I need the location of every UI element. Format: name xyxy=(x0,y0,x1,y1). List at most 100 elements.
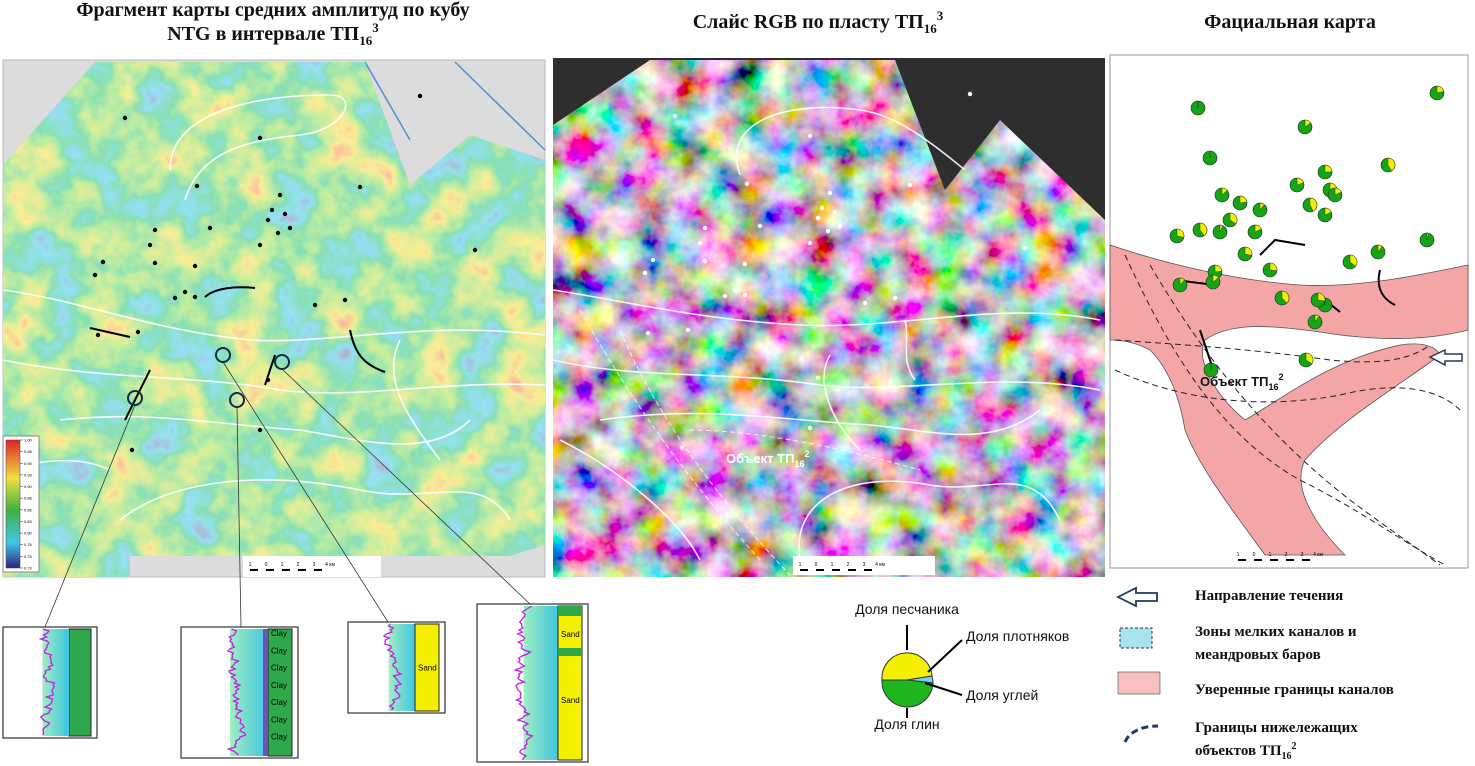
legend-text: Зоны мелких каналов и xyxy=(1195,624,1357,640)
label-text: Объект ТП xyxy=(726,451,794,466)
path-shape xyxy=(552,289,1101,327)
superscript: 2 xyxy=(804,449,809,459)
pie-label: Доля песчаника xyxy=(855,601,959,617)
well xyxy=(742,261,748,267)
well xyxy=(967,91,973,97)
colorbar-tick-label: 1.00 xyxy=(24,438,33,443)
well-pie-sand xyxy=(1436,85,1445,94)
well xyxy=(257,135,263,141)
well xyxy=(832,209,838,215)
lithology-label: Clay xyxy=(271,715,287,724)
path-shape xyxy=(927,639,963,673)
path-shape xyxy=(823,354,861,451)
path-shape xyxy=(169,94,347,201)
path-shape xyxy=(689,429,921,471)
scale-label: 1 xyxy=(1269,552,1272,558)
well xyxy=(672,113,678,119)
well xyxy=(265,217,271,223)
well xyxy=(92,272,98,278)
line-shape xyxy=(281,368,531,605)
path-shape xyxy=(619,329,791,576)
scale-label: 1 xyxy=(1237,552,1240,558)
legend-label: Направление течения xyxy=(1195,588,1343,604)
path-shape xyxy=(1259,238,1306,256)
title-text: Слайс RGB по пласту ТП xyxy=(693,11,924,33)
scale-label: 0 xyxy=(815,562,818,568)
scale-label: 1 xyxy=(799,562,802,568)
legend-label: Зоны мелких каналов и xyxy=(1195,624,1357,640)
legend-icon xyxy=(1119,627,1153,649)
well xyxy=(742,292,748,298)
lithology-column xyxy=(68,628,92,737)
well-pie-sand xyxy=(1176,228,1185,238)
subscript: 16 xyxy=(794,459,804,469)
scale-label: 0 xyxy=(1253,552,1256,558)
well xyxy=(135,329,141,335)
legend-text: Уверенные границы каналов xyxy=(1195,682,1394,698)
well xyxy=(757,223,763,229)
well xyxy=(679,445,685,451)
line-shape xyxy=(236,406,242,628)
well-pie-sand xyxy=(1314,314,1320,323)
colorbar-tick-label: 0.83 xyxy=(24,519,33,524)
well xyxy=(192,263,198,269)
well xyxy=(122,115,128,121)
well-log: Sand xyxy=(347,621,446,714)
boundary xyxy=(364,61,411,141)
scale-label: 2 xyxy=(297,562,300,568)
well-logs: Clay Clay Clay Clay Clay Clay Clay Sand Sand Sand xyxy=(2,603,589,763)
wells xyxy=(92,93,478,453)
well-pie-sand xyxy=(1179,277,1185,286)
legend-label: объектов ТП162 xyxy=(1195,741,1297,762)
well-pie-sand xyxy=(1281,290,1290,304)
well xyxy=(287,225,293,231)
well-pie-sand xyxy=(1377,244,1383,253)
path-shape xyxy=(1124,254,1446,566)
path-shape xyxy=(124,369,151,421)
well xyxy=(192,294,198,300)
well xyxy=(277,192,283,198)
scale-label: 1 xyxy=(281,562,284,568)
well xyxy=(417,93,423,99)
title-text: NTG в интервале ТП xyxy=(167,23,359,45)
well xyxy=(807,133,813,139)
well-log xyxy=(2,626,98,739)
well xyxy=(744,181,750,187)
path-shape xyxy=(735,106,966,176)
colorbar-tick-label: 0.85 xyxy=(24,507,33,512)
well-pie-sand xyxy=(1259,202,1265,211)
pie-label: Доля глин xyxy=(874,716,939,732)
well-pie-sand xyxy=(1317,292,1326,302)
path-shape xyxy=(904,319,916,381)
well xyxy=(269,207,275,213)
connectors xyxy=(44,361,531,628)
panel-title: Фрагмент карты средних амплитуд по кубу xyxy=(76,0,469,21)
legend-text: Направление течения xyxy=(1195,588,1343,604)
scale-label: 2 xyxy=(1285,552,1288,558)
log-fill xyxy=(388,624,415,711)
well-pie-sand xyxy=(1296,177,1304,186)
well xyxy=(815,375,821,381)
well xyxy=(265,377,271,383)
superscript: 2 xyxy=(1278,372,1283,382)
well xyxy=(819,205,825,211)
well xyxy=(357,184,363,190)
well-pie-sand xyxy=(1219,224,1224,233)
well-pie-sand xyxy=(1254,224,1262,233)
ntg-map: 1.00 0.98 0.95 0.93 0.90 0.88 0.85 0.83 0.80 0.78… xyxy=(2,59,546,578)
colorbar-tick-label: 0.73 xyxy=(24,566,33,571)
path-shape xyxy=(559,439,701,561)
object-label: Объект ТП162 xyxy=(1200,372,1283,392)
path-shape xyxy=(599,409,1041,436)
well-pie-sand xyxy=(1244,246,1253,256)
scale-label: 3 xyxy=(863,562,866,568)
pie-leaders xyxy=(906,625,963,718)
legend-text: объектов ТП xyxy=(1195,743,1282,759)
well-pie-sand xyxy=(1199,222,1208,236)
legend-label: меандровых баров xyxy=(1195,647,1321,663)
path-shape xyxy=(2,289,546,342)
well-pie-sand xyxy=(1349,254,1358,267)
g-shape: Направление течения Зоны мелких каналов и… xyxy=(1195,588,1394,762)
